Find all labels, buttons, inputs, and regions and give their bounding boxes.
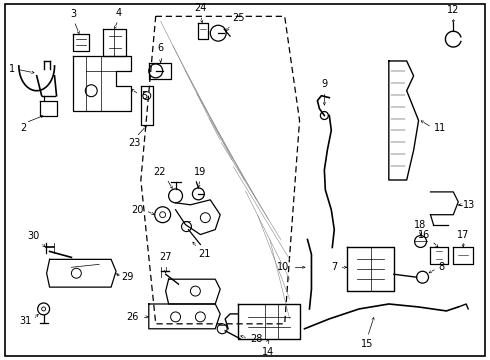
Text: 13: 13: [463, 200, 475, 210]
Text: 28: 28: [250, 334, 262, 344]
Text: 15: 15: [361, 339, 373, 349]
Text: 10: 10: [277, 262, 290, 272]
Text: 25: 25: [232, 13, 245, 23]
Text: 20: 20: [131, 205, 144, 215]
Text: 12: 12: [447, 5, 460, 15]
Text: 26: 26: [126, 312, 139, 322]
Text: 16: 16: [418, 230, 431, 239]
Text: 5: 5: [141, 91, 147, 101]
Text: 18: 18: [415, 220, 427, 230]
Text: 21: 21: [198, 249, 211, 260]
Text: 31: 31: [20, 316, 32, 326]
Text: 23: 23: [129, 138, 141, 148]
Text: 27: 27: [159, 252, 172, 262]
Text: 9: 9: [321, 79, 327, 89]
Text: 6: 6: [158, 43, 164, 53]
Text: 4: 4: [116, 8, 122, 18]
Text: 22: 22: [153, 167, 166, 177]
Text: 14: 14: [262, 347, 274, 357]
Text: 8: 8: [439, 262, 444, 272]
Text: 30: 30: [27, 231, 40, 242]
Text: 1: 1: [9, 64, 15, 74]
Text: 3: 3: [71, 9, 76, 19]
Text: 17: 17: [457, 230, 469, 239]
Text: 11: 11: [434, 123, 446, 134]
Text: 19: 19: [194, 167, 206, 177]
Text: 7: 7: [331, 262, 337, 272]
Text: 29: 29: [121, 272, 133, 282]
Text: 2: 2: [21, 123, 27, 134]
Text: 24: 24: [194, 3, 207, 13]
